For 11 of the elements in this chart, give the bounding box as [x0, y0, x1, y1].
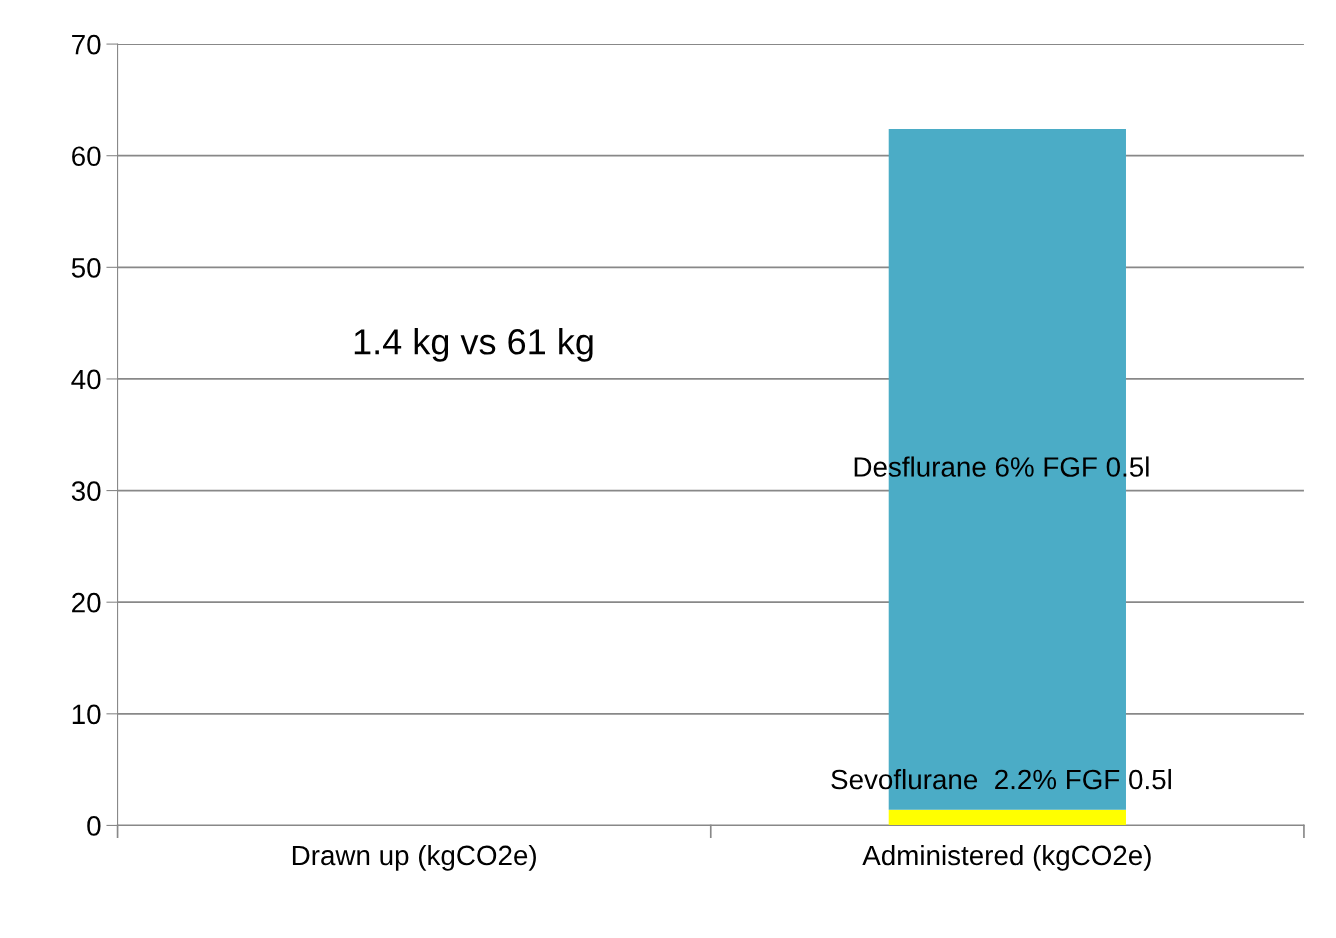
y-tick-label: 20	[72, 592, 101, 613]
y-tick-label: 70	[72, 34, 101, 55]
y-tick-label: 60	[72, 146, 101, 167]
y-tick-label: 10	[72, 704, 101, 725]
y-tick-label: 50	[71, 258, 101, 278]
x-tick-label: Drawn up (kgCO2e)	[292, 844, 536, 871]
annotation: 1.4 kg vs 61 kg	[354, 328, 593, 362]
y-tick-label: 30	[71, 481, 101, 501]
x-tick-label: Administered (kgCO2e)	[862, 844, 1151, 871]
y-tick-label: 40	[71, 369, 101, 390]
y-tick-label: 0	[87, 816, 101, 836]
